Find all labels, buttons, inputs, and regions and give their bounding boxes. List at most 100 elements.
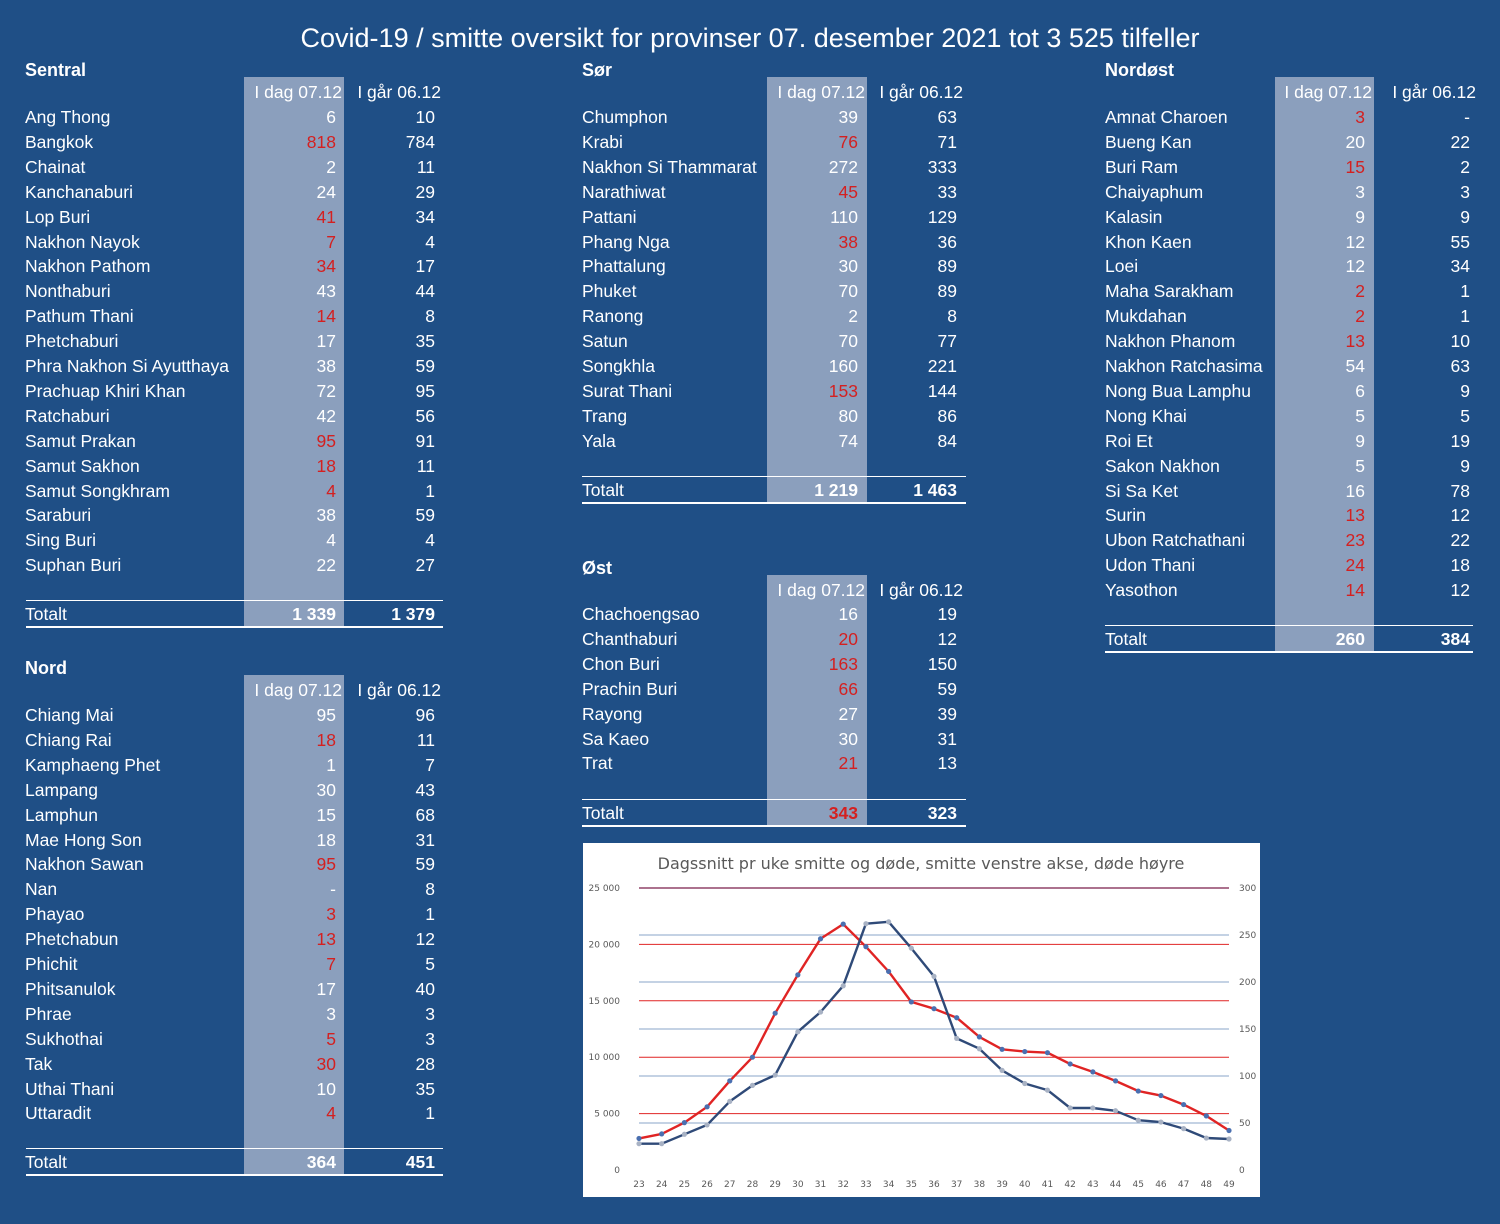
table-row: Nong Bua Lamphu 6 9: [1105, 379, 1473, 404]
section-title: Nordøst: [1105, 60, 1174, 80]
province-name: Phichit: [25, 954, 78, 974]
column-header-today: I dag 07.12: [777, 82, 865, 102]
province-name: Trang: [582, 405, 628, 426]
province-name: Phuket: [582, 281, 637, 302]
table-row: Yala 74 84: [582, 429, 966, 454]
cases-today: 72: [316, 380, 336, 401]
province-name: Sukhothai: [25, 1028, 103, 1049]
cases-yesterday: 78: [1450, 480, 1470, 501]
y-right-tick-label: 0: [1239, 1166, 1245, 1176]
cases-today: 38: [316, 356, 336, 376]
x-tick-label: 43: [1087, 1180, 1098, 1190]
cases-today: 76: [838, 131, 858, 152]
cases-point: [1044, 1050, 1051, 1056]
cases-yesterday: 89: [937, 256, 957, 277]
table-row: Phayao 3 1: [25, 902, 443, 927]
table-row: Phrae 3 3: [25, 1002, 443, 1027]
province-name: Samut Sakhon: [25, 455, 140, 476]
cases-today: 5: [1355, 455, 1365, 476]
cases-point: [954, 1015, 960, 1021]
province-name: Bueng Kan: [1105, 131, 1192, 152]
deaths-point: [1135, 1117, 1141, 1123]
cases-yesterday: 89: [937, 281, 957, 302]
deaths-point: [704, 1122, 710, 1128]
deaths-point: [840, 983, 846, 989]
cases-yesterday: 17: [415, 256, 435, 277]
cases-today: 45: [838, 181, 858, 202]
cases-yesterday: 12: [1450, 505, 1470, 526]
cases-point: [727, 1078, 733, 1084]
today-column-highlight: [767, 77, 867, 503]
cases-yesterday: 10: [415, 107, 435, 127]
cases-yesterday: 28: [415, 1053, 435, 1074]
total-today: 260: [1335, 629, 1365, 649]
x-tick-label: 36: [928, 1180, 940, 1190]
cases-today: 1: [326, 754, 336, 775]
cases-today: 43: [316, 281, 336, 302]
province-name: Phitsanulok: [25, 978, 116, 999]
cases-yesterday: 13: [937, 753, 957, 774]
y-left-tick-label: 15 000: [589, 997, 621, 1007]
deaths-point: [795, 1029, 801, 1035]
x-tick-label: 44: [1110, 1180, 1122, 1190]
province-name: Si Sa Ket: [1105, 480, 1178, 501]
total-label: Totalt: [582, 803, 624, 823]
province-name: Chachoengsao: [582, 604, 700, 624]
table-row: Tak 30 28: [25, 1052, 443, 1077]
section-nord: Nord I dag 07.12 I går 06.12 Chiang Mai 95 96…: [25, 658, 448, 1180]
cases-yesterday: 1: [425, 904, 435, 925]
cases-yesterday: 84: [937, 430, 957, 451]
cases-point: [749, 1054, 756, 1060]
x-tick-label: 45: [1133, 1180, 1144, 1190]
cases-yesterday: 59: [415, 356, 435, 376]
province-name: Chanthaburi: [582, 628, 678, 649]
province-name: Narathiwat: [582, 181, 666, 202]
province-name: Ubon Ratchathani: [1105, 530, 1246, 551]
table-row: Roi Et 9 19: [1105, 429, 1473, 454]
cases-today: 17: [316, 978, 336, 999]
table-row: Saraburi 38 59: [25, 503, 443, 528]
cases-point: [886, 968, 892, 975]
y-right-tick-label: 200: [1239, 978, 1256, 988]
x-tick-label: 47: [1178, 1180, 1189, 1190]
total-label: Totalt: [1105, 629, 1147, 649]
cases-yesterday: 5: [1460, 405, 1470, 426]
table-row: Nakhon Pathom 34 17: [25, 254, 443, 279]
table-row: Pattani 110 129: [582, 205, 966, 230]
total-underline: [26, 1174, 443, 1176]
table-row: Lamphun 15 68: [25, 803, 443, 828]
province-name: Nong Bua Lamphu: [1105, 380, 1251, 401]
cases-yesterday: 63: [937, 107, 957, 127]
cases-point: [1135, 1088, 1141, 1094]
cases-today: 10: [316, 1078, 336, 1099]
cases-point: [817, 936, 824, 942]
province-name: Buri Ram: [1105, 156, 1178, 177]
table-row: Chainat 2 11: [25, 155, 443, 180]
province-name: Nakhon Pathom: [25, 256, 151, 277]
cases-today: 18: [316, 729, 336, 750]
total-divider: [26, 1148, 443, 1149]
cases-today: 2: [1355, 306, 1365, 327]
x-tick-label: 24: [656, 1180, 668, 1190]
cases-today: 14: [1345, 580, 1365, 601]
cases-point: [704, 1104, 710, 1110]
province-name: Songkhla: [582, 356, 655, 376]
table-row: Yasothon 14 12: [1105, 578, 1473, 603]
total-label: Totalt: [25, 1152, 67, 1172]
cases-yesterday: 12: [1450, 580, 1470, 601]
cases-yesterday: 221: [927, 356, 957, 376]
y-left-tick-label: 0: [614, 1166, 620, 1176]
table-row: Trat 21 13: [582, 751, 966, 776]
x-tick-label: 27: [724, 1180, 735, 1190]
table-row: Surat Thani 153 144: [582, 379, 966, 404]
y-right-tick-label: 50: [1239, 1119, 1251, 1129]
cases-today: 30: [838, 256, 858, 277]
cases-point: [840, 921, 846, 927]
province-name: Sakon Nakhon: [1105, 455, 1220, 476]
total-today: 364: [306, 1152, 336, 1172]
province-name: Chaiyaphum: [1105, 181, 1204, 202]
cases-today: 160: [828, 356, 858, 376]
cases-point: [1203, 1113, 1209, 1119]
table-row: Nakhon Phanom 13 10: [1105, 329, 1473, 354]
province-name: Nakhon Sawan: [25, 854, 144, 875]
